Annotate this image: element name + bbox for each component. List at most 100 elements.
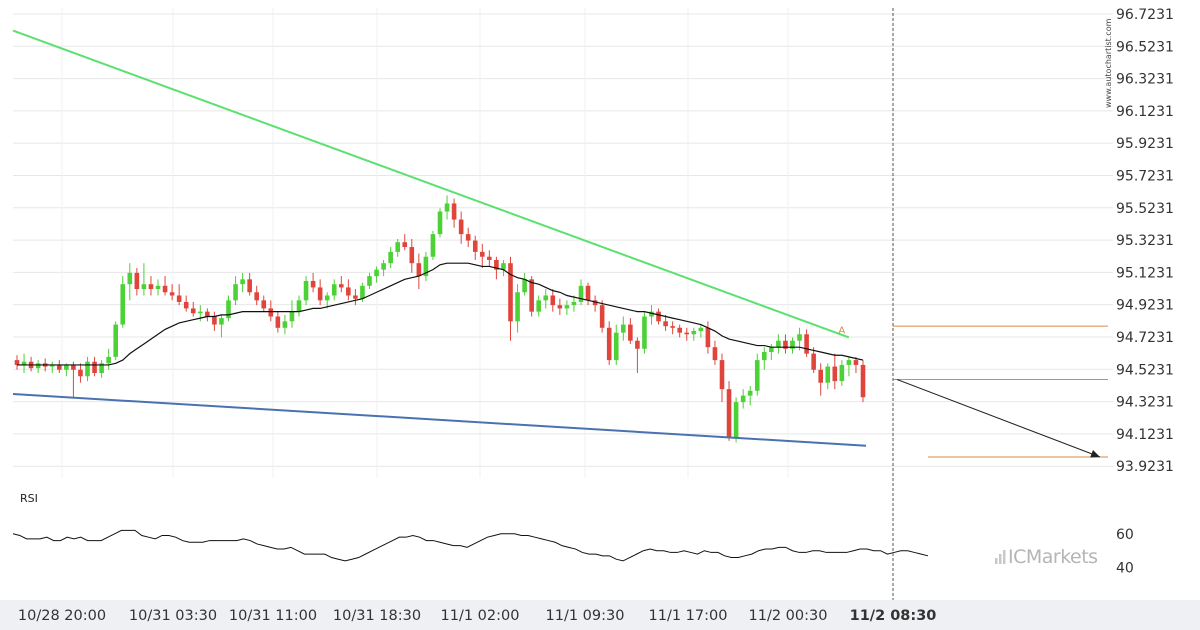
target-levels bbox=[893, 325, 1108, 458]
candle-body bbox=[310, 280, 316, 288]
resistance-trendline bbox=[12, 29, 850, 339]
candle-body bbox=[233, 284, 238, 301]
price-tick-label: 94.3231 bbox=[1116, 395, 1174, 411]
candle-body bbox=[543, 295, 549, 301]
candle-body bbox=[635, 340, 640, 349]
candle bbox=[402, 234, 408, 251]
candle bbox=[367, 272, 372, 290]
candle-body bbox=[14, 360, 20, 365]
candle bbox=[226, 295, 231, 322]
candle bbox=[346, 279, 351, 301]
candle-body bbox=[261, 300, 267, 309]
price-axis-labels: 96.7231 96.5231 96.3231 96.1231 95.9231 95.72… bbox=[1116, 7, 1174, 475]
candle bbox=[642, 311, 647, 354]
candle-body bbox=[444, 203, 450, 212]
candle-body bbox=[472, 240, 478, 252]
candle-body bbox=[141, 284, 147, 290]
candle bbox=[296, 295, 302, 317]
candle-body bbox=[642, 316, 647, 349]
candle-body bbox=[78, 369, 83, 377]
candle-body bbox=[275, 316, 281, 328]
candle-body bbox=[747, 390, 753, 396]
candle bbox=[388, 247, 393, 269]
candle bbox=[726, 381, 732, 441]
candle bbox=[465, 227, 471, 248]
candle-body bbox=[296, 300, 302, 312]
candle-body bbox=[508, 263, 513, 322]
candle-body bbox=[621, 324, 626, 333]
projection-arrow bbox=[896, 379, 1101, 458]
candle-body bbox=[769, 347, 774, 353]
candle bbox=[515, 284, 520, 333]
candle bbox=[508, 256, 513, 341]
candle bbox=[677, 324, 682, 338]
candle-body bbox=[409, 247, 415, 264]
rsi-title: RSI bbox=[20, 492, 38, 505]
candle bbox=[416, 253, 422, 290]
candle-body bbox=[776, 340, 781, 348]
candle bbox=[585, 282, 591, 306]
candle-body bbox=[423, 256, 429, 277]
candle bbox=[339, 276, 344, 293]
candle bbox=[543, 289, 549, 309]
candle-body bbox=[726, 389, 732, 438]
candle bbox=[571, 295, 577, 312]
candle-body bbox=[339, 284, 344, 288]
candle-body bbox=[677, 327, 682, 333]
candle bbox=[691, 327, 697, 341]
candle-body bbox=[289, 311, 295, 322]
candle-body bbox=[515, 292, 520, 322]
time-tick-label: 11/1 02:00 bbox=[441, 608, 520, 624]
projection-arrowhead bbox=[1090, 450, 1100, 458]
candle-body bbox=[613, 332, 619, 361]
candle-body bbox=[64, 364, 69, 370]
price-plot-area bbox=[13, 8, 1113, 478]
candle bbox=[656, 308, 661, 325]
price-tick-label: 96.5231 bbox=[1116, 39, 1174, 55]
candle-body bbox=[550, 295, 556, 306]
candle-body bbox=[825, 366, 831, 383]
candle-body bbox=[85, 361, 90, 377]
candle bbox=[839, 360, 845, 386]
price-panel: A 96.7231 96.5231 96.3231 96.1231 95.9231 95.… bbox=[12, 7, 1174, 478]
candle bbox=[621, 316, 626, 341]
price-tick-label: 94.7231 bbox=[1116, 330, 1174, 346]
candle-body bbox=[212, 316, 217, 325]
candle-body bbox=[374, 269, 379, 277]
candle bbox=[635, 337, 640, 374]
candle-body bbox=[303, 280, 309, 301]
candle bbox=[353, 289, 358, 306]
candle-body bbox=[317, 287, 323, 301]
candle bbox=[310, 272, 316, 293]
candle-body bbox=[853, 360, 859, 365]
candle bbox=[670, 321, 675, 335]
candle-body bbox=[106, 356, 111, 364]
candle bbox=[790, 337, 795, 354]
candle-body bbox=[846, 360, 852, 365]
candle-body bbox=[733, 402, 739, 438]
candle-body bbox=[92, 361, 97, 374]
candle bbox=[472, 235, 478, 260]
candle-body bbox=[324, 295, 330, 301]
candle-body bbox=[790, 340, 795, 349]
candle bbox=[183, 295, 189, 312]
candle-body bbox=[804, 334, 809, 354]
candle bbox=[282, 314, 288, 335]
support-trendline bbox=[12, 393, 867, 447]
candle-body bbox=[437, 211, 443, 235]
candle bbox=[599, 300, 605, 333]
candle-body bbox=[628, 324, 633, 341]
candle bbox=[628, 318, 633, 344]
candle-body bbox=[388, 251, 393, 264]
candle-body bbox=[353, 295, 358, 299]
candle-body bbox=[754, 360, 760, 391]
candle-body bbox=[430, 234, 436, 257]
candle-body bbox=[649, 311, 654, 317]
time-tick-label: 11/1 17:00 bbox=[649, 608, 728, 624]
rsi-axis-labels: 60 40 bbox=[1116, 527, 1134, 577]
candle-body bbox=[458, 219, 464, 235]
candle-body bbox=[698, 327, 704, 332]
candle-body bbox=[49, 364, 55, 367]
candle bbox=[783, 334, 788, 354]
candle-body bbox=[346, 287, 351, 296]
